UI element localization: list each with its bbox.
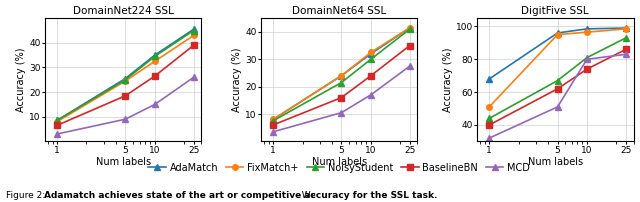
MCD	[406, 65, 413, 67]
MCD	[190, 76, 198, 79]
MCD	[122, 118, 129, 120]
MCD	[151, 103, 159, 106]
Text: We: We	[296, 191, 316, 200]
Text: Figure 2:: Figure 2:	[6, 191, 49, 200]
FixMatch+	[190, 34, 198, 37]
NoisyStudent	[53, 119, 61, 122]
MCD	[583, 58, 591, 60]
NoisyStudent	[554, 79, 561, 82]
Line: BaselineBN: BaselineBN	[270, 43, 413, 128]
BaselineBN	[367, 75, 374, 77]
Line: FixMatch+: FixMatch+	[486, 26, 628, 110]
AdaMatch	[622, 27, 630, 29]
Line: MCD: MCD	[270, 63, 413, 135]
NoisyStudent	[122, 79, 129, 81]
BaselineBN	[190, 44, 198, 46]
Y-axis label: Accuracy (%): Accuracy (%)	[443, 47, 453, 112]
AdaMatch	[554, 32, 561, 34]
AdaMatch	[406, 26, 413, 29]
AdaMatch	[269, 118, 277, 121]
FixMatch+	[151, 60, 159, 63]
Title: DigitFive SSL: DigitFive SSL	[522, 6, 589, 16]
Line: AdaMatch: AdaMatch	[486, 25, 628, 82]
NoisyStudent	[485, 117, 493, 120]
Line: FixMatch+: FixMatch+	[270, 25, 413, 122]
Line: NoisyStudent: NoisyStudent	[486, 35, 628, 121]
MCD	[53, 133, 61, 135]
Line: NoisyStudent: NoisyStudent	[54, 28, 196, 123]
FixMatch+	[485, 106, 493, 108]
AdaMatch	[337, 75, 345, 77]
FixMatch+	[622, 28, 630, 30]
Title: DomainNet64 SSL: DomainNet64 SSL	[292, 6, 387, 16]
MCD	[485, 137, 493, 139]
BaselineBN	[583, 68, 591, 70]
NoisyStudent	[190, 29, 198, 32]
MCD	[622, 53, 630, 56]
Y-axis label: Accuracy (%): Accuracy (%)	[232, 47, 243, 112]
Line: BaselineBN: BaselineBN	[486, 47, 628, 128]
X-axis label: Num labels: Num labels	[95, 157, 150, 167]
Text: Adamatch achieves state of the art or competitive accuracy for the SSL task.: Adamatch achieves state of the art or co…	[44, 191, 437, 200]
Title: DomainNet224 SSL: DomainNet224 SSL	[73, 6, 173, 16]
AdaMatch	[367, 53, 374, 55]
NoisyStudent	[622, 37, 630, 39]
BaselineBN	[485, 124, 493, 126]
BaselineBN	[269, 124, 277, 126]
BaselineBN	[122, 95, 129, 97]
MCD	[269, 131, 277, 133]
NoisyStudent	[269, 120, 277, 122]
Line: BaselineBN: BaselineBN	[54, 42, 196, 128]
X-axis label: Num labels: Num labels	[528, 157, 583, 167]
FixMatch+	[406, 26, 413, 29]
Line: MCD: MCD	[54, 75, 196, 137]
FixMatch+	[554, 33, 561, 36]
FixMatch+	[269, 118, 277, 121]
BaselineBN	[622, 48, 630, 51]
Line: AdaMatch: AdaMatch	[54, 26, 196, 123]
MCD	[554, 106, 561, 108]
Legend: AdaMatch, FixMatch+, NoisyStudent, BaselineBN, MCD: AdaMatch, FixMatch+, NoisyStudent, Basel…	[148, 163, 530, 173]
AdaMatch	[151, 54, 159, 56]
BaselineBN	[337, 96, 345, 99]
Line: FixMatch+: FixMatch+	[54, 33, 196, 124]
NoisyStudent	[337, 81, 345, 84]
X-axis label: Num labels: Num labels	[312, 157, 367, 167]
BaselineBN	[53, 124, 61, 127]
BaselineBN	[554, 88, 561, 90]
Line: AdaMatch: AdaMatch	[270, 25, 413, 122]
BaselineBN	[406, 44, 413, 47]
AdaMatch	[190, 28, 198, 31]
AdaMatch	[583, 28, 591, 30]
Y-axis label: Accuracy (%): Accuracy (%)	[17, 47, 26, 112]
FixMatch+	[122, 80, 129, 82]
Line: NoisyStudent: NoisyStudent	[270, 26, 413, 124]
AdaMatch	[122, 77, 129, 80]
AdaMatch	[53, 119, 61, 122]
FixMatch+	[53, 120, 61, 123]
FixMatch+	[583, 31, 591, 33]
Line: MCD: MCD	[486, 52, 628, 141]
FixMatch+	[367, 51, 374, 54]
NoisyStudent	[583, 56, 591, 59]
NoisyStudent	[151, 55, 159, 58]
BaselineBN	[151, 75, 159, 77]
MCD	[367, 94, 374, 96]
AdaMatch	[485, 78, 493, 80]
MCD	[337, 112, 345, 114]
FixMatch+	[337, 75, 345, 77]
NoisyStudent	[367, 58, 374, 60]
NoisyStudent	[406, 28, 413, 30]
